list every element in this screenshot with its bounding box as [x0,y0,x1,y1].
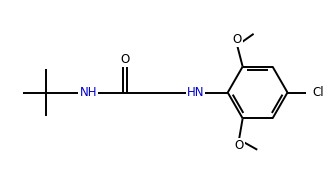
Text: O: O [120,53,129,66]
Text: Cl: Cl [312,86,324,99]
Text: O: O [234,139,244,152]
Text: O: O [232,33,242,46]
Text: HN: HN [187,86,204,99]
Text: NH: NH [79,86,97,99]
